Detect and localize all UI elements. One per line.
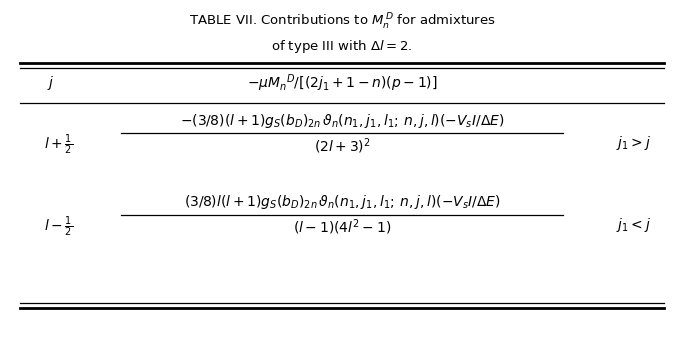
Text: $-(3/8)(l+1)g_S(b_D)_{2n}\,\vartheta_n(n_1,j_1,l_1;\,n,j,l)(-V_s I/\Delta E)$: $-(3/8)(l+1)g_S(b_D)_{2n}\,\vartheta_n(n…	[180, 112, 504, 130]
Text: of type III with $\Delta l=2$.: of type III with $\Delta l=2$.	[272, 38, 412, 55]
Text: $l+\frac{1}{2}$: $l+\frac{1}{2}$	[44, 133, 73, 157]
Text: $-\mu M_n{}^D/[(2j_1+1-n)(p-1)]$: $-\mu M_n{}^D/[(2j_1+1-n)(p-1)]$	[247, 72, 437, 94]
Text: $(3/8)l(l+1)g_S(b_D)_{2n}\,\vartheta_n(n_1,j_1,l_1;\,n,j,l)(-V_s I/\Delta E)$: $(3/8)l(l+1)g_S(b_D)_{2n}\,\vartheta_n(n…	[183, 193, 501, 211]
Text: $l-\frac{1}{2}$: $l-\frac{1}{2}$	[44, 215, 73, 239]
Text: $j$: $j$	[47, 74, 55, 92]
Text: $j_1>j$: $j_1>j$	[616, 134, 651, 152]
Text: $j_1<j$: $j_1<j$	[616, 216, 651, 234]
Text: $(2l+3)^2$: $(2l+3)^2$	[314, 136, 370, 156]
Text: T$\rm{ABLE}$ VII. Contributions to $M_n^{\,D}$ for admixtures: T$\rm{ABLE}$ VII. Contributions to $M_n^…	[189, 12, 495, 32]
Text: $(l-1)(4l^2-1)$: $(l-1)(4l^2-1)$	[293, 218, 391, 237]
